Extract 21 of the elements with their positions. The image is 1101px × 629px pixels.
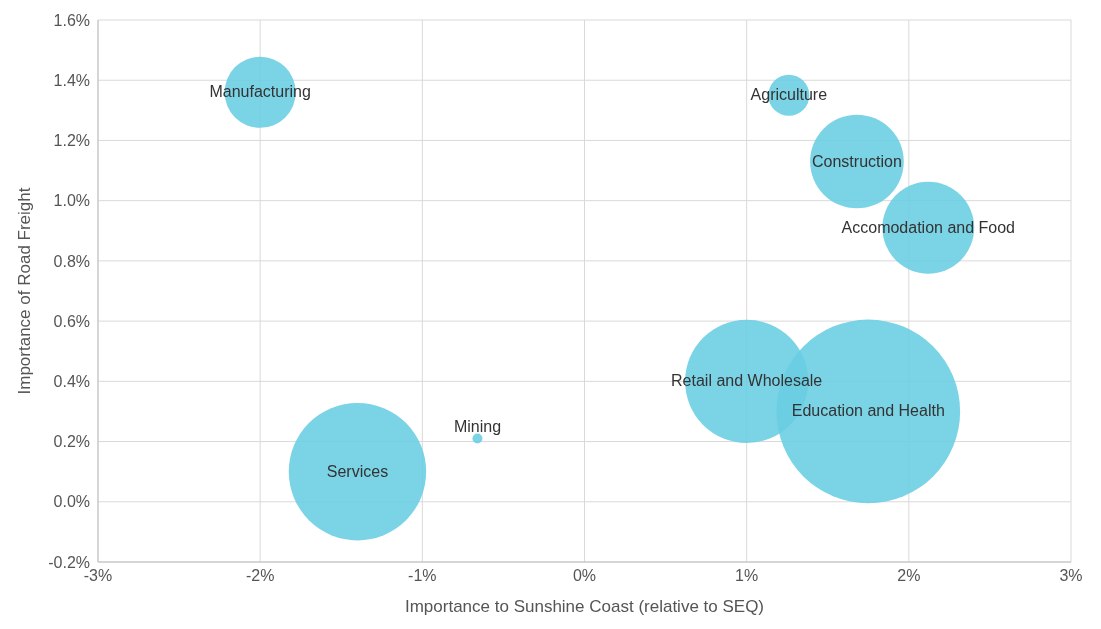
y-tick-label: 0.2% xyxy=(53,433,90,451)
series-label: Services xyxy=(326,462,389,480)
x-tick-label: -1% xyxy=(408,567,437,585)
series-label: Construction xyxy=(812,152,902,170)
y-axis-title: Importance of Road Freight xyxy=(15,187,35,395)
x-tick-label: -2% xyxy=(245,567,275,585)
x-axis-title: Importance to Sunshine Coast (relative to SEQ) xyxy=(404,597,765,616)
y-tick-label: 1.2% xyxy=(53,132,90,150)
y-tick-label: 0.0% xyxy=(53,493,90,511)
x-tick-label: 3% xyxy=(1059,567,1083,585)
y-tick-label: 1.4% xyxy=(53,71,90,89)
series-label: Education and Health xyxy=(791,402,945,420)
x-tick-label: 1% xyxy=(735,567,759,585)
x-tick-label: 2% xyxy=(897,567,921,585)
y-tick-label: 0.8% xyxy=(53,252,90,270)
x-tick-label: 0% xyxy=(572,567,597,585)
y-tick-label: 1.6% xyxy=(53,11,90,29)
y-tick-label: 1.0% xyxy=(53,192,90,210)
series-label: Mining xyxy=(453,417,502,435)
y-tick-label: 0.6% xyxy=(53,312,90,330)
y-tick-label: 0.4% xyxy=(53,373,90,391)
